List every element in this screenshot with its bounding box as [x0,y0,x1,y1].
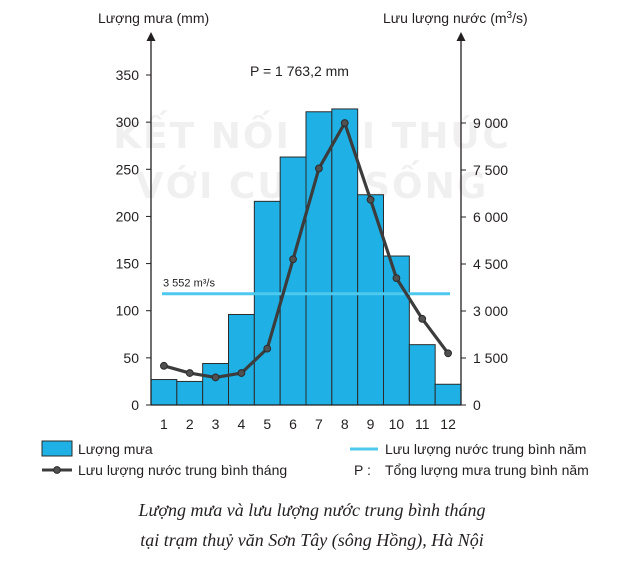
left-axis-arrow [146,32,156,41]
x-tick-label-1: 1 [160,416,168,432]
right-tick-label-0: 0 [473,397,481,413]
left-tick-label-300: 300 [116,114,140,130]
right-tick-label-3000: 3 000 [473,303,508,319]
monthly-discharge-point-7 [315,164,323,173]
left-tick-label-150: 150 [116,256,140,272]
right-tick-label-4500: 4 500 [473,256,508,272]
mean-line-group: 3 552 m³/s [162,278,450,296]
monthly-discharge-point-10 [392,274,401,283]
mean-annual-discharge-label: 3 552 m³/s [163,278,215,290]
line-series-group [160,119,452,382]
rain-bar-6 [279,156,307,406]
caption-line-1: Lượng mưa và lưu lượng nước trung bình t… [138,500,486,520]
monthly-discharge-point-2 [185,369,194,377]
rain-bar-2 [176,380,204,406]
right-axis-title-main: Lưu lượng nước (m [383,10,507,26]
left-tick-label-50: 50 [123,350,139,366]
left-tick-label-100: 100 [116,303,140,319]
right-axis-title: Lưu lượng nước (m3/s) [383,10,528,26]
monthly-discharge-point-6 [289,255,297,264]
left-tick-label-0: 0 [131,397,139,413]
rain-bar-1 [150,379,178,406]
legend: Lượng mưa Lưu lượng nước trung bình năm Lư… [41,440,589,478]
legend-rainfall-swatch [41,440,73,457]
x-tick-label-6: 6 [289,416,297,432]
legend-monthly-line-marker [53,466,61,474]
x-tick-label-8: 8 [341,416,349,432]
rain-bar-3 [202,363,230,406]
monthly-discharge-point-1 [160,361,168,370]
left-tick-label-350: 350 [116,67,140,83]
rain-bar-7 [305,111,333,406]
rain-bar-8 [331,108,359,406]
legend-monthly-line-label: Lưu lượng nước trung bình tháng [78,462,287,478]
caption-line-2: tại trạm thuỷ văn Sơn Tây (sông Hồng), H… [140,530,484,550]
x-tick-label-9: 9 [367,416,375,432]
labels-group: 0 50 100 150 200 250 300 350 0 1 500 3 000 4 500 6 0… [98,10,528,432]
left-tick-label-200: 200 [116,208,140,224]
rain-bar-4 [228,313,255,406]
monthly-discharge-point-11 [418,314,427,323]
x-tick-label-11: 11 [415,416,430,432]
legend-mean-line-label: Lưu lượng nước trung bình năm [385,441,586,457]
x-tick-label-7: 7 [315,416,323,432]
right-tick-label-6000: 6 000 [473,209,508,225]
right-axis-title-unit: /s) [512,10,528,26]
right-tick-label-1500: 1 500 [473,350,508,366]
right-axis-arrow [456,32,466,41]
right-tick-label-9000: 9 000 [473,115,508,131]
x-tick-label-4: 4 [238,416,246,432]
annotation-total-rainfall: P = 1 763,2 mm [250,63,349,79]
legend-rainfall-label: Lượng mưa [78,441,153,457]
monthly-discharge-point-5 [263,344,272,353]
right-tick-label-7500: 7 500 [473,162,508,178]
x-tick-label-12: 12 [440,416,456,432]
monthly-discharge-point-8 [340,119,349,127]
left-axis-title: Lượng mưa (mm) [98,10,209,26]
x-tick-label-10: 10 [389,416,405,432]
x-tick-label-3: 3 [212,416,220,432]
left-tick-label-250: 250 [116,161,140,177]
x-tick-label-2: 2 [186,416,194,432]
axes-group [146,32,466,406]
monthly-discharge-point-3 [211,373,220,382]
legend-p-label: Tổng lượng mưa trung bình năm [385,462,589,478]
monthly-discharge-point-12 [444,349,452,358]
monthly-discharge-line [163,121,450,380]
monthly-discharge-point-4 [237,369,246,377]
rain-bar-5 [253,200,281,406]
legend-p-symbol: P : [354,462,371,478]
right-axis-title-sup: 3 [507,10,513,21]
monthly-discharge-point-9 [366,195,375,204]
x-tick-label-5: 5 [263,416,271,432]
rain-bar-12 [434,383,462,406]
rain-bar-11 [408,344,436,406]
